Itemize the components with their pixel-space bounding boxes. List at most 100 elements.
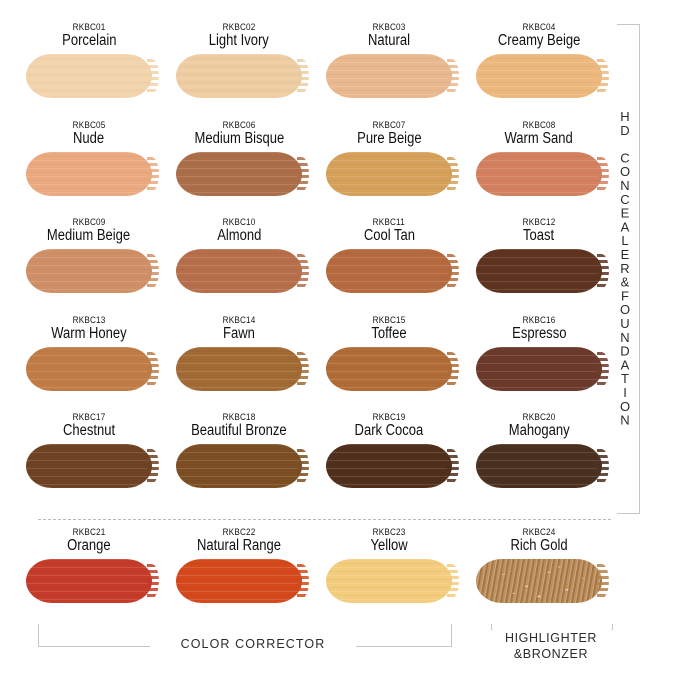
shade-name: Yellow — [370, 537, 407, 554]
shade-swatch-paint — [326, 559, 452, 603]
shade-name: Fawn — [223, 325, 255, 342]
shade-cell[interactable]: RKBC05Nude — [14, 120, 164, 218]
shade-swatch-paint — [176, 249, 302, 293]
shade-swatch[interactable] — [476, 249, 602, 293]
shade-cell[interactable]: RKBC02Light Ivory — [164, 22, 314, 120]
shade-cell[interactable]: RKBC01Porcelain — [14, 22, 164, 120]
shade-swatch[interactable] — [176, 249, 302, 293]
shade-name: Espresso — [512, 325, 566, 342]
section-divider — [38, 519, 611, 520]
shade-cell[interactable]: RKBC17Chestnut — [14, 412, 164, 510]
shade-swatch[interactable] — [176, 347, 302, 391]
shade-swatch[interactable] — [176, 444, 302, 488]
shade-cell[interactable]: RKBC04Creamy Beige — [464, 22, 614, 120]
shade-swatch[interactable] — [326, 152, 452, 196]
shade-name: Rich Gold — [510, 537, 567, 554]
hd-group-label-text: HD CONCEALER&FOUNDATION — [618, 103, 633, 432]
shade-name: Warm Sand — [505, 130, 573, 147]
shade-swatch-paint — [26, 347, 152, 391]
shade-cell[interactable]: RKBC08Warm Sand — [464, 120, 614, 218]
shade-cell[interactable]: RKBC14Fawn — [164, 315, 314, 413]
shade-name: Medium Bisque — [194, 130, 284, 147]
shade-swatch[interactable] — [326, 444, 452, 488]
shade-swatch-paint — [26, 559, 152, 603]
shade-swatch[interactable] — [476, 559, 602, 603]
color-corrector-grid: RKBC21OrangeRKBC22Natural RangeRKBC23Yel… — [14, 527, 614, 627]
highlighter-bronzer-label: HIGHLIGHTER &BRONZER — [481, 630, 621, 662]
shade-swatch-paint — [476, 54, 602, 98]
shade-swatch-paint — [26, 152, 152, 196]
highlighter-bronzer-label-line1: HIGHLIGHTER — [505, 631, 597, 645]
shade-swatch-paint — [476, 152, 602, 196]
shade-cell[interactable]: RKBC09Medium Beige — [14, 217, 164, 315]
shade-name: Light Ivory — [209, 32, 269, 49]
shade-cell[interactable]: RKBC23Yellow — [314, 527, 464, 627]
shade-name: Dark Cocoa — [355, 422, 424, 439]
shade-cell[interactable]: RKBC21Orange — [14, 527, 164, 627]
shade-swatch[interactable] — [326, 54, 452, 98]
shade-cell[interactable]: RKBC24Rich Gold — [464, 527, 614, 627]
shade-swatch[interactable] — [176, 152, 302, 196]
shade-swatch-paint — [326, 54, 452, 98]
shade-swatch-paint — [326, 249, 452, 293]
shade-name: Porcelain — [62, 32, 116, 49]
shade-swatch[interactable] — [326, 559, 452, 603]
shade-cell[interactable]: RKBC03Natural — [314, 22, 464, 120]
shade-name: Warm Honey — [51, 325, 126, 342]
shade-swatch-paint — [176, 347, 302, 391]
shade-swatch[interactable] — [476, 152, 602, 196]
shade-cell[interactable]: RKBC12Toast — [464, 217, 614, 315]
shade-name: Chestnut — [63, 422, 115, 439]
shade-swatch-paint — [176, 444, 302, 488]
shade-swatch[interactable] — [26, 249, 152, 293]
shade-cell[interactable]: RKBC13Warm Honey — [14, 315, 164, 413]
shade-swatch[interactable] — [176, 54, 302, 98]
shade-swatch[interactable] — [476, 444, 602, 488]
shade-name: Almond — [217, 227, 261, 244]
shade-swatch[interactable] — [476, 347, 602, 391]
shade-swatch[interactable] — [26, 152, 152, 196]
shade-name: Natural — [368, 32, 410, 49]
shade-cell[interactable]: RKBC16Espresso — [464, 315, 614, 413]
shade-cell[interactable]: RKBC18Beautiful Bronze — [164, 412, 314, 510]
shade-chart-sheet: RKBC01PorcelainRKBC02Light IvoryRKBC03Na… — [0, 0, 679, 679]
highlighter-bronzer-label-line2: &BRONZER — [481, 646, 621, 662]
shade-name: Creamy Beige — [498, 32, 581, 49]
shade-swatch-paint — [326, 444, 452, 488]
shade-name: Mahogany — [509, 422, 570, 439]
shade-swatch[interactable] — [26, 559, 152, 603]
shade-cell[interactable]: RKBC06Medium Bisque — [164, 120, 314, 218]
shade-swatch[interactable] — [326, 347, 452, 391]
shade-name: Cool Tan — [363, 227, 414, 244]
shade-name: Beautiful Bronze — [191, 422, 287, 439]
shade-name: Toast — [523, 227, 554, 244]
hd-group-label: HD CONCEALER&FOUNDATION — [614, 24, 636, 512]
shade-swatch[interactable] — [26, 54, 152, 98]
shade-name: Medium Beige — [47, 227, 130, 244]
shade-swatch-paint — [176, 54, 302, 98]
shade-swatch[interactable] — [476, 54, 602, 98]
shade-cell[interactable]: RKBC22Natural Range — [164, 527, 314, 627]
shade-cell[interactable]: RKBC19Dark Cocoa — [314, 412, 464, 510]
shade-name: Pure Beige — [357, 130, 421, 147]
shade-swatch-paint — [326, 152, 452, 196]
shade-name: Orange — [67, 537, 110, 554]
shade-swatch-paint — [26, 444, 152, 488]
shade-swatch-paint — [26, 54, 152, 98]
color-corrector-label: COLOR CORRECTOR — [150, 637, 356, 651]
shade-cell[interactable]: RKBC20Mahogany — [464, 412, 614, 510]
shade-swatch-paint — [476, 444, 602, 488]
shade-swatch[interactable] — [326, 249, 452, 293]
shade-swatch[interactable] — [26, 444, 152, 488]
shade-cell[interactable]: RKBC10Almond — [164, 217, 314, 315]
shade-name: Nude — [73, 130, 104, 147]
shade-cell[interactable]: RKBC07Pure Beige — [314, 120, 464, 218]
hd-concealer-foundation-grid: RKBC01PorcelainRKBC02Light IvoryRKBC03Na… — [14, 22, 614, 510]
shade-swatch-paint — [476, 559, 602, 603]
shade-name: Toffee — [371, 325, 406, 342]
shade-name: Natural Range — [197, 537, 281, 554]
shade-cell[interactable]: RKBC15Toffee — [314, 315, 464, 413]
shade-swatch[interactable] — [26, 347, 152, 391]
shade-cell[interactable]: RKBC11Cool Tan — [314, 217, 464, 315]
shade-swatch[interactable] — [176, 559, 302, 603]
